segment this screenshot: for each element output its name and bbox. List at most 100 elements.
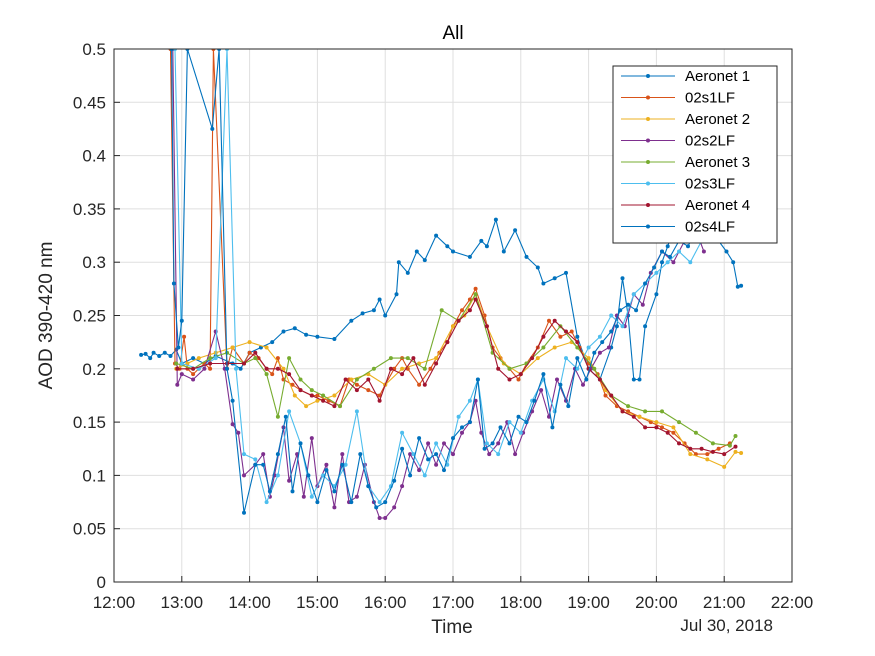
data-point	[558, 334, 563, 339]
data-point	[445, 244, 450, 249]
data-point	[634, 308, 639, 313]
data-point	[445, 340, 450, 345]
data-point	[479, 430, 484, 435]
data-point	[660, 249, 664, 254]
data-point	[253, 356, 258, 361]
data-point	[671, 260, 676, 265]
data-point	[332, 489, 337, 494]
data-point	[518, 430, 523, 435]
data-point	[434, 462, 439, 467]
data-point	[467, 254, 472, 259]
data-point	[482, 446, 487, 451]
data-point	[552, 276, 557, 281]
data-point	[332, 337, 337, 341]
data-point	[643, 281, 648, 286]
data-point	[275, 473, 280, 478]
data-point	[442, 468, 446, 473]
data-point	[597, 350, 602, 355]
data-point	[383, 516, 388, 520]
data-point	[338, 404, 342, 409]
data-point	[592, 366, 597, 371]
data-point	[575, 334, 580, 339]
data-point	[733, 449, 738, 454]
data-point	[225, 366, 229, 371]
data-point	[175, 366, 180, 371]
data-point	[283, 414, 288, 419]
data-point	[354, 409, 359, 414]
data-point	[360, 311, 365, 316]
data-point	[332, 404, 337, 409]
data-point	[451, 249, 455, 254]
series-aeronet-4	[175, 297, 738, 457]
data-point	[558, 382, 563, 387]
data-point	[688, 260, 693, 265]
data-point	[451, 436, 455, 441]
data-point	[148, 356, 153, 361]
data-point	[417, 382, 422, 387]
data-point	[626, 404, 631, 409]
data-point	[281, 329, 286, 334]
data-point	[428, 366, 433, 371]
x-tick-label: 20:00	[635, 593, 678, 612]
y-tick-label: 0.4	[82, 147, 106, 166]
data-point	[665, 260, 670, 265]
data-point	[460, 308, 464, 313]
data-point	[392, 505, 397, 510]
data-point	[242, 361, 246, 366]
data-point	[230, 422, 235, 427]
data-point	[688, 452, 693, 457]
data-point	[487, 452, 492, 457]
data-point	[292, 393, 297, 398]
data-point	[304, 332, 309, 337]
data-point	[710, 441, 715, 446]
data-point	[340, 462, 345, 467]
data-point	[287, 356, 292, 361]
data-point	[484, 324, 489, 329]
data-point	[686, 244, 690, 249]
legend-label: 02s4LF	[685, 219, 735, 236]
data-point	[496, 452, 501, 457]
x-tick-label: 12:00	[93, 593, 136, 612]
data-point	[442, 441, 446, 446]
data-point	[324, 462, 329, 467]
data-point	[411, 452, 416, 457]
data-point	[620, 324, 625, 329]
data-point	[238, 366, 243, 371]
axis-ticks: 12:00 13:00 14:00 15:00 16:00 17:00 18:00 19:00…	[73, 40, 813, 612]
data-point	[417, 468, 422, 473]
data-point	[535, 356, 540, 361]
data-point	[434, 233, 439, 238]
data-point	[541, 372, 546, 377]
data-point	[654, 292, 659, 297]
data-point	[400, 430, 405, 435]
data-point	[275, 452, 280, 457]
legend-marker	[646, 138, 650, 143]
data-point	[242, 510, 246, 515]
data-point	[264, 366, 269, 371]
data-point	[210, 126, 215, 131]
data-point	[566, 404, 571, 409]
data-point	[253, 457, 258, 462]
data-point	[290, 382, 295, 387]
data-point	[366, 377, 371, 382]
legend-item: 02s1LF	[621, 90, 735, 107]
data-point	[609, 313, 614, 318]
data-point	[213, 356, 218, 361]
data-point	[151, 350, 156, 355]
data-point	[586, 356, 591, 361]
data-point	[377, 398, 382, 403]
data-point	[292, 326, 297, 331]
data-point	[705, 452, 710, 457]
data-point	[383, 500, 388, 505]
data-point	[321, 393, 326, 398]
data-point	[614, 324, 619, 329]
y-tick-label: 0	[97, 573, 106, 592]
legend-marker	[646, 74, 650, 78]
data-point	[637, 377, 642, 382]
date-label: Jul 30, 2018	[680, 616, 773, 635]
data-point	[400, 366, 405, 371]
data-point	[484, 244, 489, 249]
data-point	[354, 388, 359, 393]
data-point	[660, 409, 664, 414]
data-point	[731, 260, 736, 265]
